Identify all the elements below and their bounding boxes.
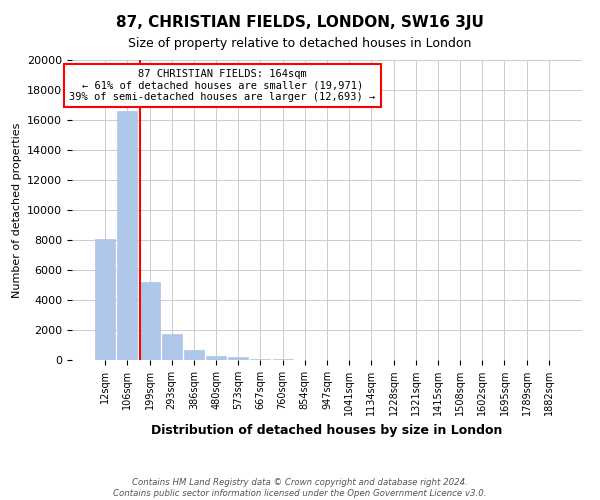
X-axis label: Distribution of detached houses by size in London: Distribution of detached houses by size … xyxy=(151,424,503,436)
Text: Size of property relative to detached houses in London: Size of property relative to detached ho… xyxy=(128,38,472,51)
Bar xyxy=(95,240,115,360)
Y-axis label: Number of detached properties: Number of detached properties xyxy=(11,122,22,298)
Bar xyxy=(162,334,182,360)
Bar xyxy=(250,358,271,360)
Text: Contains HM Land Registry data © Crown copyright and database right 2024.
Contai: Contains HM Land Registry data © Crown c… xyxy=(113,478,487,498)
Bar xyxy=(272,359,293,360)
Bar xyxy=(184,350,204,360)
Text: 87 CHRISTIAN FIELDS: 164sqm
← 61% of detached houses are smaller (19,971)
39% of: 87 CHRISTIAN FIELDS: 164sqm ← 61% of det… xyxy=(70,69,376,102)
Text: 87, CHRISTIAN FIELDS, LONDON, SW16 3JU: 87, CHRISTIAN FIELDS, LONDON, SW16 3JU xyxy=(116,15,484,30)
Bar xyxy=(140,282,160,360)
Bar xyxy=(228,358,248,360)
Bar xyxy=(118,111,137,360)
Bar xyxy=(206,356,226,360)
